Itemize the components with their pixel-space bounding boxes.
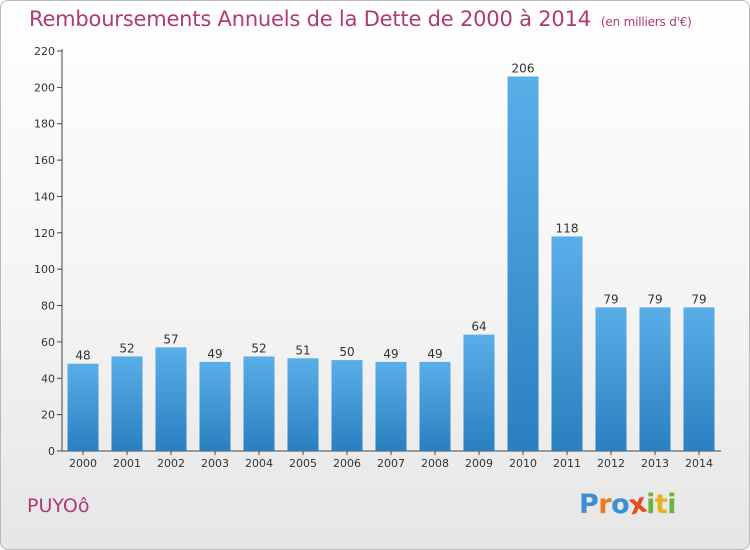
x-tick-label: 2013 xyxy=(641,457,669,470)
y-tick-label: 160 xyxy=(34,154,55,167)
bar-2007[interactable] xyxy=(375,361,407,451)
logo-letter: i xyxy=(646,489,655,520)
data-label-2005: 51 xyxy=(295,343,310,357)
x-axis: 2000 2001 2002 2003 2004 2005 2006 2007 2008 2009… xyxy=(62,450,721,470)
y-tick-label: 100 xyxy=(34,263,55,276)
bars xyxy=(67,76,715,452)
y-tick-label: 180 xyxy=(34,118,55,131)
bar-2001[interactable] xyxy=(111,356,143,451)
bar-2012[interactable] xyxy=(595,307,627,451)
data-label-2004: 52 xyxy=(251,341,266,355)
bar-2002[interactable] xyxy=(155,347,187,451)
x-tick-label: 2003 xyxy=(201,457,229,470)
chart-title-text: Remboursements Annuels de la Dette de 20… xyxy=(29,7,591,31)
x-tick-label: 2008 xyxy=(421,457,449,470)
y-tick-label: 20 xyxy=(41,409,55,422)
bar-2003[interactable] xyxy=(199,361,231,451)
data-label-2013: 79 xyxy=(647,292,662,306)
data-label-2002: 57 xyxy=(163,332,178,346)
bar-2009[interactable] xyxy=(463,334,495,451)
y-tick-label: 220 xyxy=(34,45,55,58)
x-tick-label: 2010 xyxy=(509,457,537,470)
x-tick-label: 2006 xyxy=(333,457,361,470)
logo-letter: t xyxy=(654,489,668,520)
data-label-2012: 79 xyxy=(603,292,618,306)
data-labels: 48 52 57 49 52 51 50 49 49 64 206 118 79 79 79 xyxy=(75,61,706,362)
y-axis: 0 20 40 60 80 100 120 140 160 180 200 220 xyxy=(34,45,63,458)
data-label-2000: 48 xyxy=(75,349,90,363)
town-name: PUYOô xyxy=(27,495,90,517)
bar-2011[interactable] xyxy=(551,236,583,451)
proxiti-logo[interactable]: Proxiti xyxy=(579,488,677,522)
x-tick-label: 2002 xyxy=(157,457,185,470)
y-tick-label: 120 xyxy=(34,227,55,240)
x-tick-label: 2009 xyxy=(465,457,493,470)
x-tick-label: 2011 xyxy=(553,457,581,470)
data-label-2001: 52 xyxy=(119,341,134,355)
data-label-2006: 50 xyxy=(339,345,354,359)
bar-2000[interactable] xyxy=(67,363,99,451)
bar-2008[interactable] xyxy=(419,361,451,451)
bar-2010[interactable] xyxy=(507,76,539,452)
x-tick-label: 2007 xyxy=(377,457,405,470)
bar-2005[interactable] xyxy=(287,358,319,451)
data-label-2014: 79 xyxy=(691,292,706,306)
x-tick-label: 2001 xyxy=(113,457,141,470)
bar-2006[interactable] xyxy=(331,360,363,451)
logo-letter: o xyxy=(611,489,630,520)
y-tick-label: 140 xyxy=(34,190,55,203)
logo-letter: P xyxy=(579,489,599,520)
data-label-2008: 49 xyxy=(427,347,442,361)
x-tick-label: 2005 xyxy=(289,457,317,470)
y-tick-label: 80 xyxy=(41,300,55,313)
y-tick-label: 200 xyxy=(34,81,55,94)
x-tick-label: 2012 xyxy=(597,457,625,470)
data-label-2003: 49 xyxy=(207,347,222,361)
x-tick-label: 2004 xyxy=(245,457,273,470)
logo-letter: i xyxy=(667,489,677,520)
chart-subtitle: (en milliers d'€) xyxy=(600,15,692,29)
x-tick-label: 2000 xyxy=(69,457,97,470)
logo-letter: r xyxy=(598,489,612,520)
y-tick-label: 40 xyxy=(41,372,55,385)
bar-2013[interactable] xyxy=(639,307,671,451)
bar-2004[interactable] xyxy=(243,356,275,451)
y-tick-label: 60 xyxy=(41,336,55,349)
data-label-2007: 49 xyxy=(383,347,398,361)
bar-2014[interactable] xyxy=(683,307,715,451)
chart-title: Remboursements Annuels de la Dette de 20… xyxy=(29,7,692,31)
y-tick-label: 0 xyxy=(48,445,55,458)
data-label-2009: 64 xyxy=(471,320,486,334)
data-label-2011: 118 xyxy=(556,221,579,235)
data-label-2010: 206 xyxy=(512,61,535,75)
x-tick-label: 2014 xyxy=(685,457,713,470)
